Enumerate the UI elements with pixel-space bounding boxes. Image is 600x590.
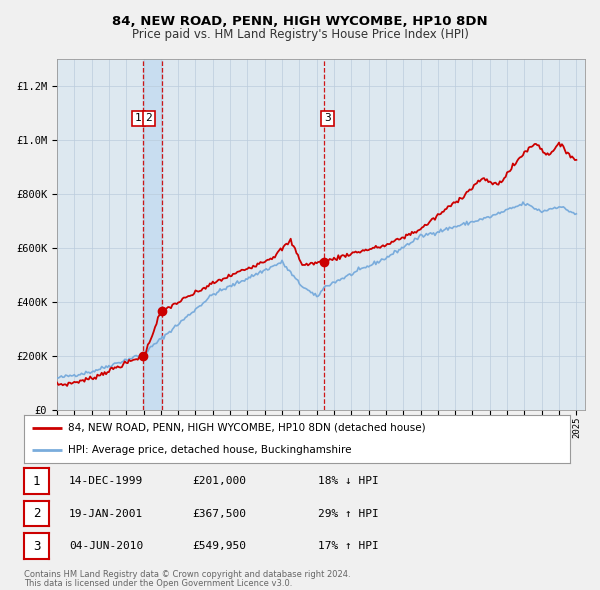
Text: 04-JUN-2010: 04-JUN-2010 (69, 541, 143, 551)
Text: Price paid vs. HM Land Registry's House Price Index (HPI): Price paid vs. HM Land Registry's House … (131, 28, 469, 41)
Text: £367,500: £367,500 (192, 509, 246, 519)
Text: 29% ↑ HPI: 29% ↑ HPI (318, 509, 379, 519)
Text: 19-JAN-2001: 19-JAN-2001 (69, 509, 143, 519)
Text: 84, NEW ROAD, PENN, HIGH WYCOMBE, HP10 8DN (detached house): 84, NEW ROAD, PENN, HIGH WYCOMBE, HP10 8… (68, 423, 425, 433)
Bar (143, 59, 162, 410)
Text: 3: 3 (33, 539, 40, 553)
Text: £549,950: £549,950 (192, 541, 246, 551)
Text: 17% ↑ HPI: 17% ↑ HPI (318, 541, 379, 551)
Text: 2: 2 (33, 507, 40, 520)
Text: 1: 1 (33, 474, 40, 488)
Text: 14-DEC-1999: 14-DEC-1999 (69, 476, 143, 486)
Text: HPI: Average price, detached house, Buckinghamshire: HPI: Average price, detached house, Buck… (68, 445, 351, 455)
Text: Contains HM Land Registry data © Crown copyright and database right 2024.: Contains HM Land Registry data © Crown c… (24, 570, 350, 579)
Text: £201,000: £201,000 (192, 476, 246, 486)
Text: 3: 3 (324, 113, 331, 123)
Text: This data is licensed under the Open Government Licence v3.0.: This data is licensed under the Open Gov… (24, 579, 292, 588)
Text: 18% ↓ HPI: 18% ↓ HPI (318, 476, 379, 486)
Text: 84, NEW ROAD, PENN, HIGH WYCOMBE, HP10 8DN: 84, NEW ROAD, PENN, HIGH WYCOMBE, HP10 8… (112, 15, 488, 28)
Text: 2: 2 (146, 113, 152, 123)
Text: 1: 1 (135, 113, 142, 123)
